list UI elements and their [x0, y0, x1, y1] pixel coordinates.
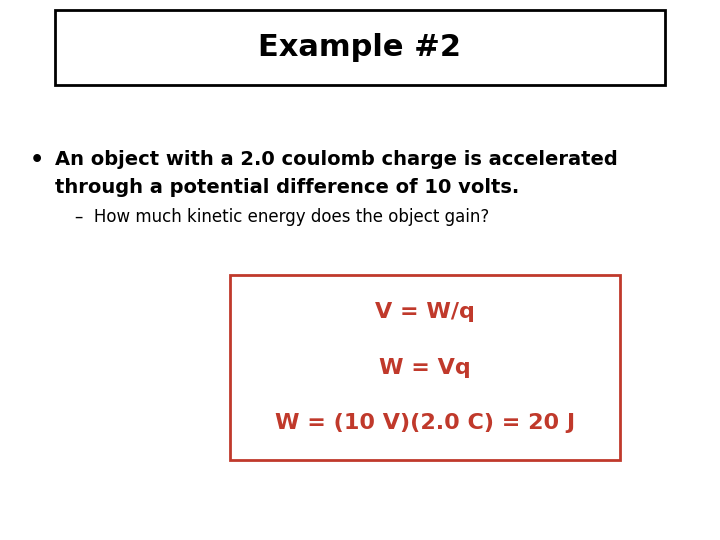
Text: through a potential difference of 10 volts.: through a potential difference of 10 vol… [55, 178, 519, 197]
Text: W = Vq: W = Vq [379, 357, 471, 377]
Text: •: • [30, 150, 44, 170]
Text: –  How much kinetic energy does the object gain?: – How much kinetic energy does the objec… [75, 208, 490, 226]
Text: V = W/q: V = W/q [375, 302, 475, 322]
Text: Example #2: Example #2 [258, 33, 462, 62]
Text: An object with a 2.0 coulomb charge is accelerated: An object with a 2.0 coulomb charge is a… [55, 150, 618, 169]
Text: W = (10 V)(2.0 C) = 20 J: W = (10 V)(2.0 C) = 20 J [275, 413, 575, 433]
FancyBboxPatch shape [55, 10, 665, 85]
FancyBboxPatch shape [230, 275, 620, 460]
